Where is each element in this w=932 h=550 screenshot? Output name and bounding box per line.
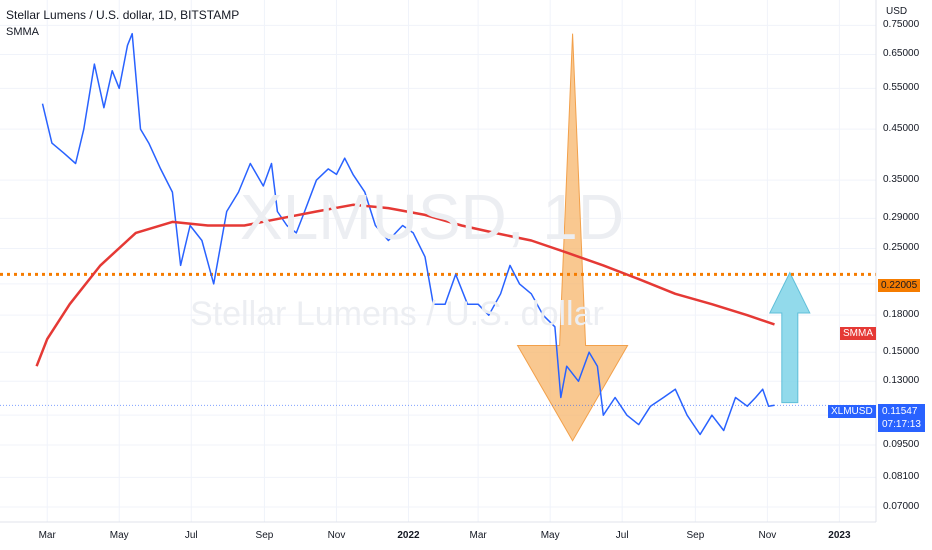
level-price-tag: 0.22005 <box>878 279 921 292</box>
x-tick-label: Jul <box>615 530 629 541</box>
y-tick-label: 0.29000 <box>883 212 920 224</box>
current-price-tag: 0.11547 07:17:13 <box>878 404 925 432</box>
current-symbol-tag: XLMUSD <box>828 405 876 418</box>
y-tick-label: 0.18000 <box>883 309 920 321</box>
x-tick-label: Mar <box>469 530 487 541</box>
x-tick-label: 2022 <box>397 530 420 541</box>
x-tick-label: May <box>109 530 129 541</box>
current-price: 0.11547 <box>882 406 918 417</box>
y-tick-label: 0.55000 <box>883 82 920 94</box>
x-tick-label: Sep <box>686 530 705 541</box>
x-tick-label: Nov <box>327 530 346 541</box>
y-tick-label: 0.13000 <box>883 375 920 387</box>
y-tick-label: 0.09500 <box>883 438 920 450</box>
y-tick-label: 0.15000 <box>883 346 920 358</box>
grid-lines <box>0 0 876 522</box>
x-tick-label: Mar <box>38 530 56 541</box>
axis-currency: USD <box>886 6 908 17</box>
x-tick-label: Nov <box>758 530 777 541</box>
series-layer <box>35 32 775 436</box>
y-tick-label: 0.25000 <box>883 242 920 254</box>
y-tick-label: 0.65000 <box>883 48 920 60</box>
indicator-label[interactable]: SMMA <box>6 26 39 38</box>
x-tick-label: Jul <box>184 530 198 541</box>
price-line <box>41 32 775 436</box>
down-arrow-drawing <box>516 33 629 442</box>
symbol-title[interactable]: Stellar Lumens / U.S. dollar, 1D, BITSTA… <box>6 8 240 22</box>
y-tick-label: 0.45000 <box>883 123 920 135</box>
y-tick-label: 0.07000 <box>883 500 920 512</box>
x-tick-label: May <box>540 530 560 541</box>
y-tick-label: 0.75000 <box>883 19 920 31</box>
y-tick-label: 0.08100 <box>883 471 920 483</box>
y-tick-label: 0.35000 <box>883 174 920 186</box>
x-tick-label: Sep <box>255 530 274 541</box>
up-arrow-drawing <box>769 271 811 404</box>
smma-tag: SMMA <box>840 327 876 340</box>
smma-line <box>35 203 775 367</box>
drawing-annotations <box>0 33 876 442</box>
bar-countdown: 07:17:13 <box>882 419 921 430</box>
x-tick-label: 2023 <box>828 530 851 541</box>
